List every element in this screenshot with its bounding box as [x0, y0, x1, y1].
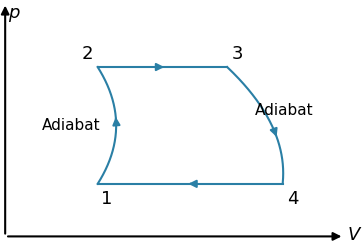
Text: 1: 1 — [101, 190, 112, 208]
Text: Adiabat: Adiabat — [42, 118, 101, 133]
Text: V: V — [348, 226, 360, 244]
Text: Adiabat: Adiabat — [255, 103, 313, 118]
Text: 4: 4 — [287, 190, 299, 208]
Text: p: p — [8, 4, 20, 22]
Text: 2: 2 — [81, 45, 93, 63]
Text: 3: 3 — [232, 45, 243, 63]
